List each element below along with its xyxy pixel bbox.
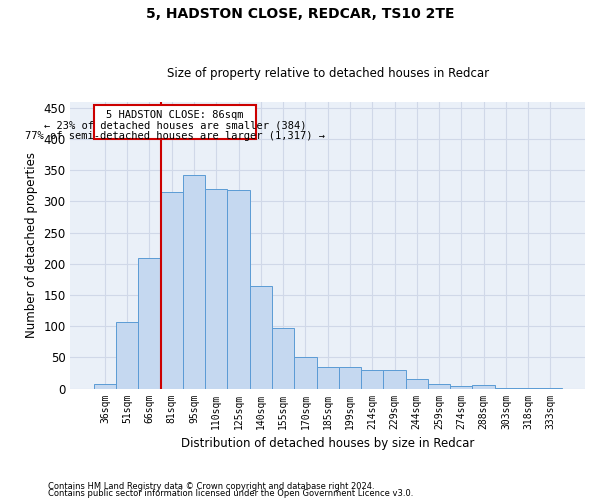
Bar bbox=[450, 386, 472, 388]
Bar bbox=[472, 386, 495, 388]
X-axis label: Distribution of detached houses by size in Redcar: Distribution of detached houses by size … bbox=[181, 437, 475, 450]
Bar bbox=[406, 378, 428, 388]
Text: Contains public sector information licensed under the Open Government Licence v3: Contains public sector information licen… bbox=[48, 490, 413, 498]
Y-axis label: Number of detached properties: Number of detached properties bbox=[25, 152, 38, 338]
Bar bbox=[205, 189, 227, 388]
Bar bbox=[383, 370, 406, 388]
Bar bbox=[116, 322, 139, 388]
Bar bbox=[361, 370, 383, 388]
Text: Contains HM Land Registry data © Crown copyright and database right 2024.: Contains HM Land Registry data © Crown c… bbox=[48, 482, 374, 491]
Bar bbox=[317, 366, 339, 388]
Text: 5, HADSTON CLOSE, REDCAR, TS10 2TE: 5, HADSTON CLOSE, REDCAR, TS10 2TE bbox=[146, 8, 454, 22]
Bar bbox=[272, 328, 294, 388]
Bar bbox=[139, 258, 161, 388]
Bar bbox=[161, 192, 183, 388]
Bar bbox=[183, 174, 205, 388]
Title: Size of property relative to detached houses in Redcar: Size of property relative to detached ho… bbox=[167, 66, 489, 80]
Bar bbox=[428, 384, 450, 388]
Bar bbox=[294, 358, 317, 388]
Bar bbox=[94, 384, 116, 388]
Text: 5 HADSTON CLOSE: 86sqm: 5 HADSTON CLOSE: 86sqm bbox=[106, 110, 244, 120]
Bar bbox=[339, 366, 361, 388]
Bar bbox=[250, 286, 272, 389]
Bar bbox=[94, 104, 256, 139]
Text: 77% of semi-detached houses are larger (1,317) →: 77% of semi-detached houses are larger (… bbox=[25, 131, 325, 141]
Bar bbox=[227, 190, 250, 388]
Text: ← 23% of detached houses are smaller (384): ← 23% of detached houses are smaller (38… bbox=[44, 120, 307, 130]
